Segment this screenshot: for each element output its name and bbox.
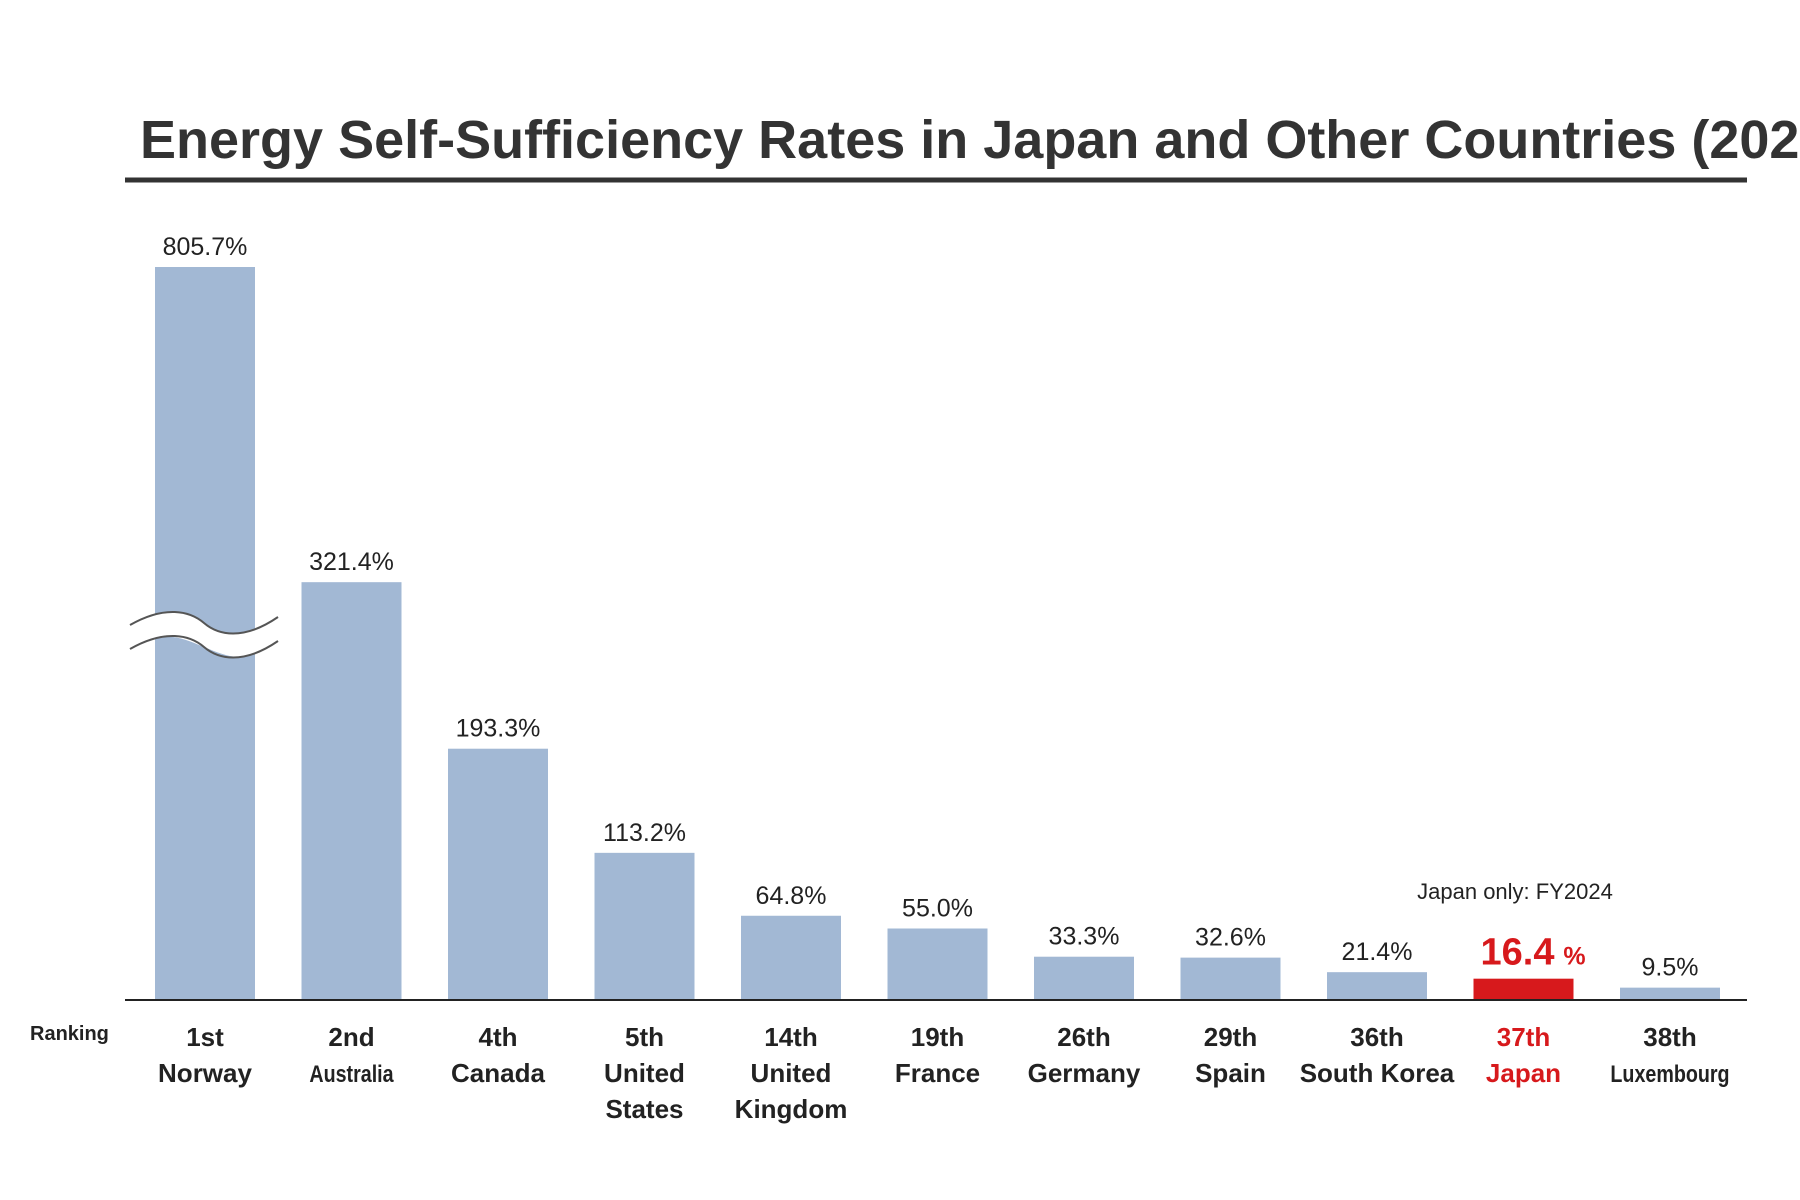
- value-label-south-korea: 21.4%: [1342, 938, 1413, 966]
- rank-label-south-korea: 36th: [1350, 1022, 1403, 1052]
- category-label-france: France: [895, 1058, 980, 1088]
- value-label-japan: 16.4: [1481, 932, 1555, 974]
- bar-japan: [1473, 978, 1574, 1000]
- rank-label-luxembourg: 38th: [1643, 1022, 1696, 1052]
- category-label-spain: Spain: [1195, 1058, 1266, 1088]
- axis-break-line-bottom: [129, 635, 279, 659]
- bar-france: [887, 928, 988, 1000]
- bar-united-kingdom: [741, 915, 841, 1000]
- value-label-norway: 805.7%: [163, 233, 248, 261]
- category-label-australia: Australia: [309, 1060, 394, 1087]
- rank-label-canada: 4th: [479, 1022, 518, 1052]
- rank-label-spain: 29th: [1204, 1022, 1257, 1052]
- axis-break-mark: [129, 611, 279, 659]
- rank-label-france: 19th: [911, 1022, 964, 1052]
- rank-label-united-states: 5th: [625, 1022, 664, 1052]
- category-label-canada: Canada: [451, 1058, 545, 1088]
- bar-spain: [1180, 957, 1281, 1000]
- value-label-japan-unit: %: [1563, 943, 1585, 971]
- category-label-united-states-line2: States: [605, 1094, 683, 1124]
- category-label-japan: Japan: [1486, 1058, 1561, 1088]
- category-label-luxembourg: Luxembourg: [1610, 1060, 1729, 1087]
- category-label-south-korea: South Korea: [1300, 1058, 1455, 1088]
- rank-label-australia: 2nd: [328, 1022, 374, 1052]
- value-label-luxembourg: 9.5%: [1642, 954, 1699, 982]
- chart-title: Energy Self-Sufficiency Rates in Japan a…: [140, 110, 1800, 170]
- axis-break-fill: [130, 611, 278, 657]
- japan-note: Japan only: FY2024: [1417, 879, 1613, 904]
- value-label-france: 55.0%: [902, 895, 973, 923]
- category-label-germany: Germany: [1028, 1058, 1141, 1088]
- rank-label-norway: 1st: [186, 1022, 224, 1052]
- rank-label-germany: 26th: [1057, 1022, 1110, 1052]
- value-label-australia: 321.4%: [309, 548, 394, 576]
- bar-luxembourg: [1620, 987, 1720, 1000]
- category-label-united-kingdom-line1: United: [751, 1058, 832, 1088]
- bars-group: [155, 267, 1720, 1000]
- bar-united-states: [594, 852, 695, 1000]
- value-label-spain: 32.6%: [1195, 924, 1266, 952]
- ranking-label: Ranking: [30, 1023, 109, 1045]
- value-label-germany: 33.3%: [1049, 923, 1120, 951]
- bar-south-korea: [1327, 972, 1427, 1000]
- value-label-united-states: 113.2%: [603, 819, 686, 847]
- rank-label-united-kingdom: 14th: [764, 1022, 817, 1052]
- bar-germany: [1034, 956, 1134, 1000]
- rank-label-japan: 37th: [1497, 1022, 1550, 1052]
- category-label-norway: Norway: [158, 1058, 252, 1088]
- labels-group: 805.7% 1st Norway 321.4% 2nd Australia 193.3% 4…: [158, 233, 1730, 1124]
- axis-break-line-top: [129, 611, 279, 635]
- category-label-united-kingdom-line2: Kingdom: [735, 1094, 848, 1124]
- value-label-canada: 193.3%: [456, 715, 541, 743]
- value-label-united-kingdom: 64.8%: [756, 882, 827, 910]
- bar-canada: [448, 748, 548, 1000]
- bar-australia: [301, 582, 402, 1000]
- category-label-united-states-line1: United: [604, 1058, 685, 1088]
